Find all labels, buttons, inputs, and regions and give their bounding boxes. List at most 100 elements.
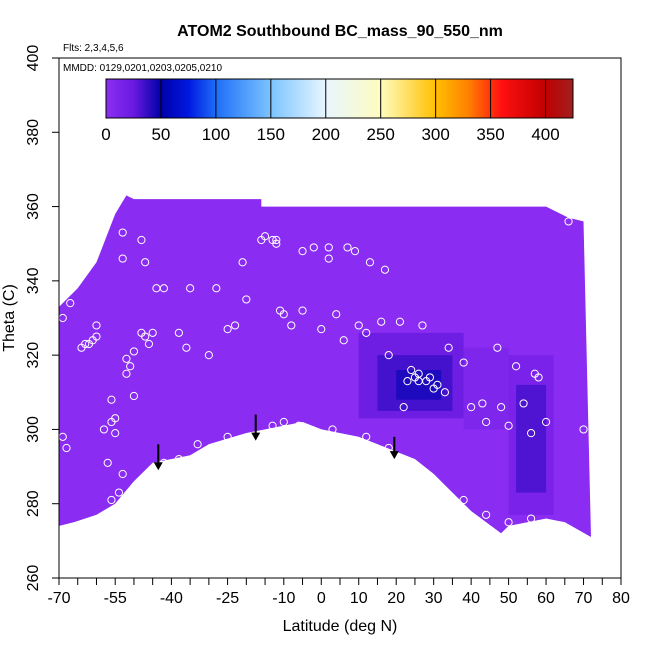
observation-point — [362, 432, 371, 441]
observation-point — [298, 306, 307, 315]
observation-point — [362, 328, 371, 337]
observation-point — [317, 325, 326, 334]
x-tick-label: 30 — [425, 590, 443, 607]
observation-point — [62, 287, 71, 297]
colorbar-tick-label: 350 — [476, 125, 504, 144]
observation-point — [238, 258, 247, 267]
observation-point — [111, 429, 120, 438]
observation-point — [541, 417, 551, 427]
observation-point — [129, 391, 139, 401]
x-tick-label: -40 — [160, 590, 183, 607]
colorbar-tick-label: 0 — [101, 125, 110, 144]
x-tick-label: -70 — [47, 590, 70, 607]
y-tick-label: 320 — [25, 342, 42, 369]
observation-point — [212, 284, 221, 293]
observation-point — [141, 332, 150, 341]
chart-title: ATOM2 Southbound BC_mass_90_550_nm — [177, 23, 503, 40]
observation-point — [459, 495, 468, 505]
y-tick-label: 360 — [25, 193, 42, 220]
observation-point — [122, 354, 131, 363]
observation-point — [126, 362, 135, 371]
observation-point — [440, 388, 450, 397]
observation-point — [111, 414, 120, 423]
observation-point — [88, 336, 97, 345]
colorbar-tick-label: 100 — [202, 125, 230, 144]
observation-point — [410, 466, 420, 475]
observation-point — [223, 432, 232, 441]
x-axis-label: Latitude (deg N) — [283, 618, 398, 635]
heatmap-field — [59, 195, 591, 578]
x-tick-label: 80 — [612, 590, 630, 607]
observation-point — [204, 351, 213, 360]
observation-point — [81, 339, 90, 349]
x-tick-label: 0 — [317, 590, 326, 607]
observation-point — [103, 458, 112, 467]
dates-subtitle: MMDD: 0129,0201,0203,0205,0210 — [63, 63, 222, 74]
colorbar-ticks: 0 50 100 150 200 250 300 350 400 — [101, 79, 560, 144]
colorbar-tick-label: 50 — [151, 125, 170, 144]
x-tick-label: 70 — [575, 590, 593, 607]
observation-point — [279, 417, 288, 427]
arrow-head — [389, 451, 399, 460]
observation-point — [174, 328, 183, 337]
observation-point — [377, 317, 386, 326]
observation-point — [482, 417, 491, 427]
colorbar-tick-label: 400 — [531, 125, 559, 144]
x-tick-label: 50 — [500, 590, 518, 607]
observation-point — [272, 239, 281, 248]
observation-point — [107, 395, 116, 404]
observation-point — [92, 321, 101, 330]
observation-point — [99, 425, 109, 434]
colorbar: 0 50 100 150 200 250 300 350 400 — [101, 78, 574, 144]
y-tick-label: 300 — [25, 416, 42, 443]
observation-point — [114, 488, 124, 497]
observation-point — [425, 373, 435, 382]
observation-point — [260, 232, 270, 241]
observation-point — [519, 399, 528, 408]
colorbar-gradient — [105, 78, 574, 119]
observation-point — [354, 321, 363, 330]
observation-point — [482, 510, 491, 519]
observation-point — [478, 399, 487, 408]
x-tick-label: -25 — [216, 590, 239, 607]
observation-point — [365, 258, 375, 267]
y-axis-label: Theta (C) — [1, 284, 18, 352]
observation-point — [511, 362, 521, 371]
observation-point — [332, 310, 341, 319]
observation-point — [403, 377, 412, 386]
observation-point — [384, 443, 393, 453]
colorbar-tick-label: 150 — [257, 125, 285, 144]
y-tick-label: 380 — [25, 119, 42, 146]
colorbar-tick-label: 250 — [367, 125, 395, 144]
observation-point — [324, 254, 333, 263]
observation-point — [418, 321, 427, 330]
observation-point — [118, 228, 127, 237]
observation-point — [159, 284, 169, 293]
observation-point — [144, 339, 154, 349]
field-area — [59, 195, 591, 538]
observation-point — [186, 284, 195, 293]
arrow-head — [251, 432, 261, 441]
observation-point — [324, 243, 333, 252]
observation-point — [223, 325, 232, 334]
observation-point — [343, 243, 352, 252]
observation-point — [242, 295, 251, 304]
observation-point — [399, 458, 408, 467]
y-axis: 260 280 300 320 340 360 380 400 — [25, 45, 59, 591]
observation-point — [148, 328, 157, 337]
observation-point — [467, 403, 476, 412]
observation-point — [407, 365, 416, 375]
observation-points — [59, 217, 588, 527]
concentration-patch — [463, 347, 509, 430]
observation-point — [380, 265, 390, 274]
observation-point — [287, 321, 296, 330]
observation-point — [384, 351, 393, 360]
x-tick-label: 60 — [537, 590, 555, 607]
observation-point — [534, 373, 543, 382]
observation-point — [497, 403, 506, 412]
observation-point — [526, 514, 536, 523]
observation-point — [230, 321, 240, 330]
observation-point — [279, 310, 288, 319]
colorbar-tick-label: 300 — [421, 125, 449, 144]
observation-point — [433, 380, 442, 389]
